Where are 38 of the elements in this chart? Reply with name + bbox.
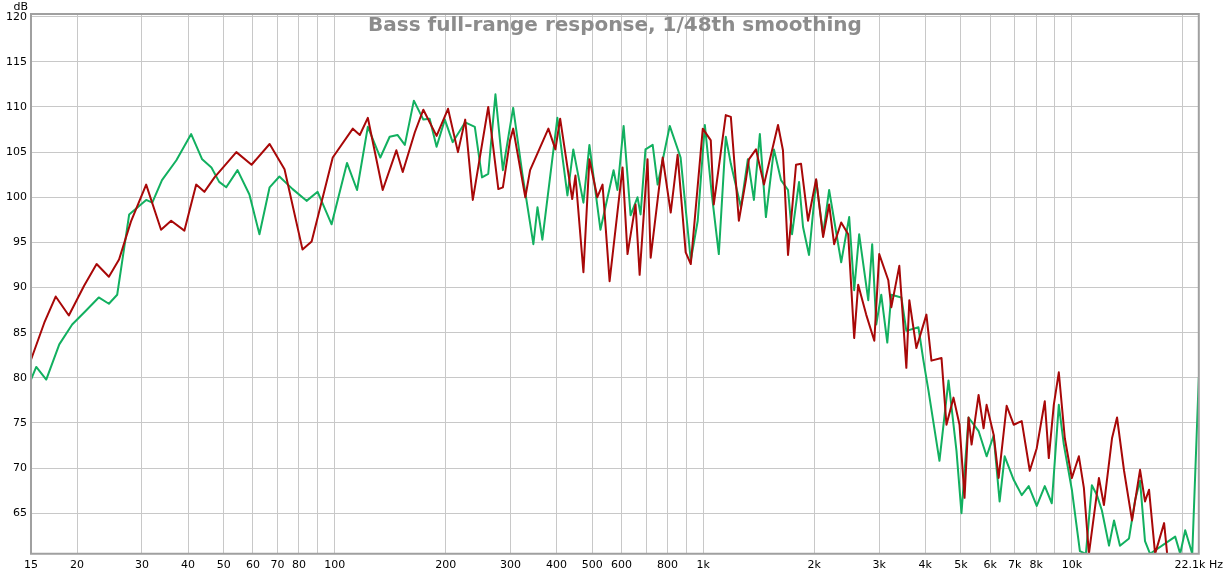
x-tick-label: 40 bbox=[181, 558, 195, 572]
x-tick-label: 8k bbox=[1029, 558, 1044, 572]
x-tick-label: 800 bbox=[657, 558, 679, 572]
x-tick-label: 80 bbox=[291, 558, 306, 572]
x-tick-label: 50 bbox=[216, 558, 231, 572]
y-tick-label: 80 bbox=[13, 370, 27, 384]
x-tick-label: 10k bbox=[1061, 558, 1083, 572]
x-tick-label: 22.1k Hz bbox=[1174, 558, 1224, 572]
x-tick-label: 500 bbox=[581, 558, 603, 572]
x-tick-label: 2k bbox=[807, 558, 822, 572]
y-tick-label: 100 bbox=[6, 190, 27, 204]
x-tick-label: 15 bbox=[24, 558, 38, 572]
x-tick-label: 5k bbox=[954, 558, 969, 572]
x-tick-label: 100 bbox=[324, 558, 346, 572]
x-tick-label: 60 bbox=[245, 558, 260, 572]
x-tick-label: 20 bbox=[70, 558, 85, 572]
y-tick-label: 65 bbox=[13, 506, 27, 520]
y-tick-label: 95 bbox=[13, 235, 27, 249]
x-tick-label: 7k bbox=[1008, 558, 1023, 572]
chart-title: Bass full-range response, 1/48th smoothing bbox=[367, 12, 862, 37]
x-tick-label: 70 bbox=[270, 558, 285, 572]
x-tick-label: 600 bbox=[611, 558, 632, 572]
x-tick-label: 30 bbox=[134, 558, 149, 572]
x-tick-label: 400 bbox=[546, 558, 568, 572]
x-tick-label: 1k bbox=[696, 558, 711, 572]
y-tick-label: 105 bbox=[6, 144, 27, 158]
y-tick-label: 115 bbox=[6, 54, 27, 68]
y-tick-label: 75 bbox=[13, 415, 27, 429]
y-tick-label: 110 bbox=[6, 99, 27, 113]
y-tick-label: 70 bbox=[13, 460, 27, 474]
y-tick-label: 85 bbox=[13, 325, 27, 339]
x-tick-label: 300 bbox=[500, 558, 522, 572]
x-tick-label: 200 bbox=[435, 558, 457, 572]
y-tick-label: 90 bbox=[13, 280, 27, 294]
x-tick-label: 4k bbox=[918, 558, 933, 572]
x-tick-label: 6k bbox=[983, 558, 998, 572]
x-tick-label: 3k bbox=[872, 558, 887, 572]
y-tick-label: 120 bbox=[6, 9, 27, 23]
